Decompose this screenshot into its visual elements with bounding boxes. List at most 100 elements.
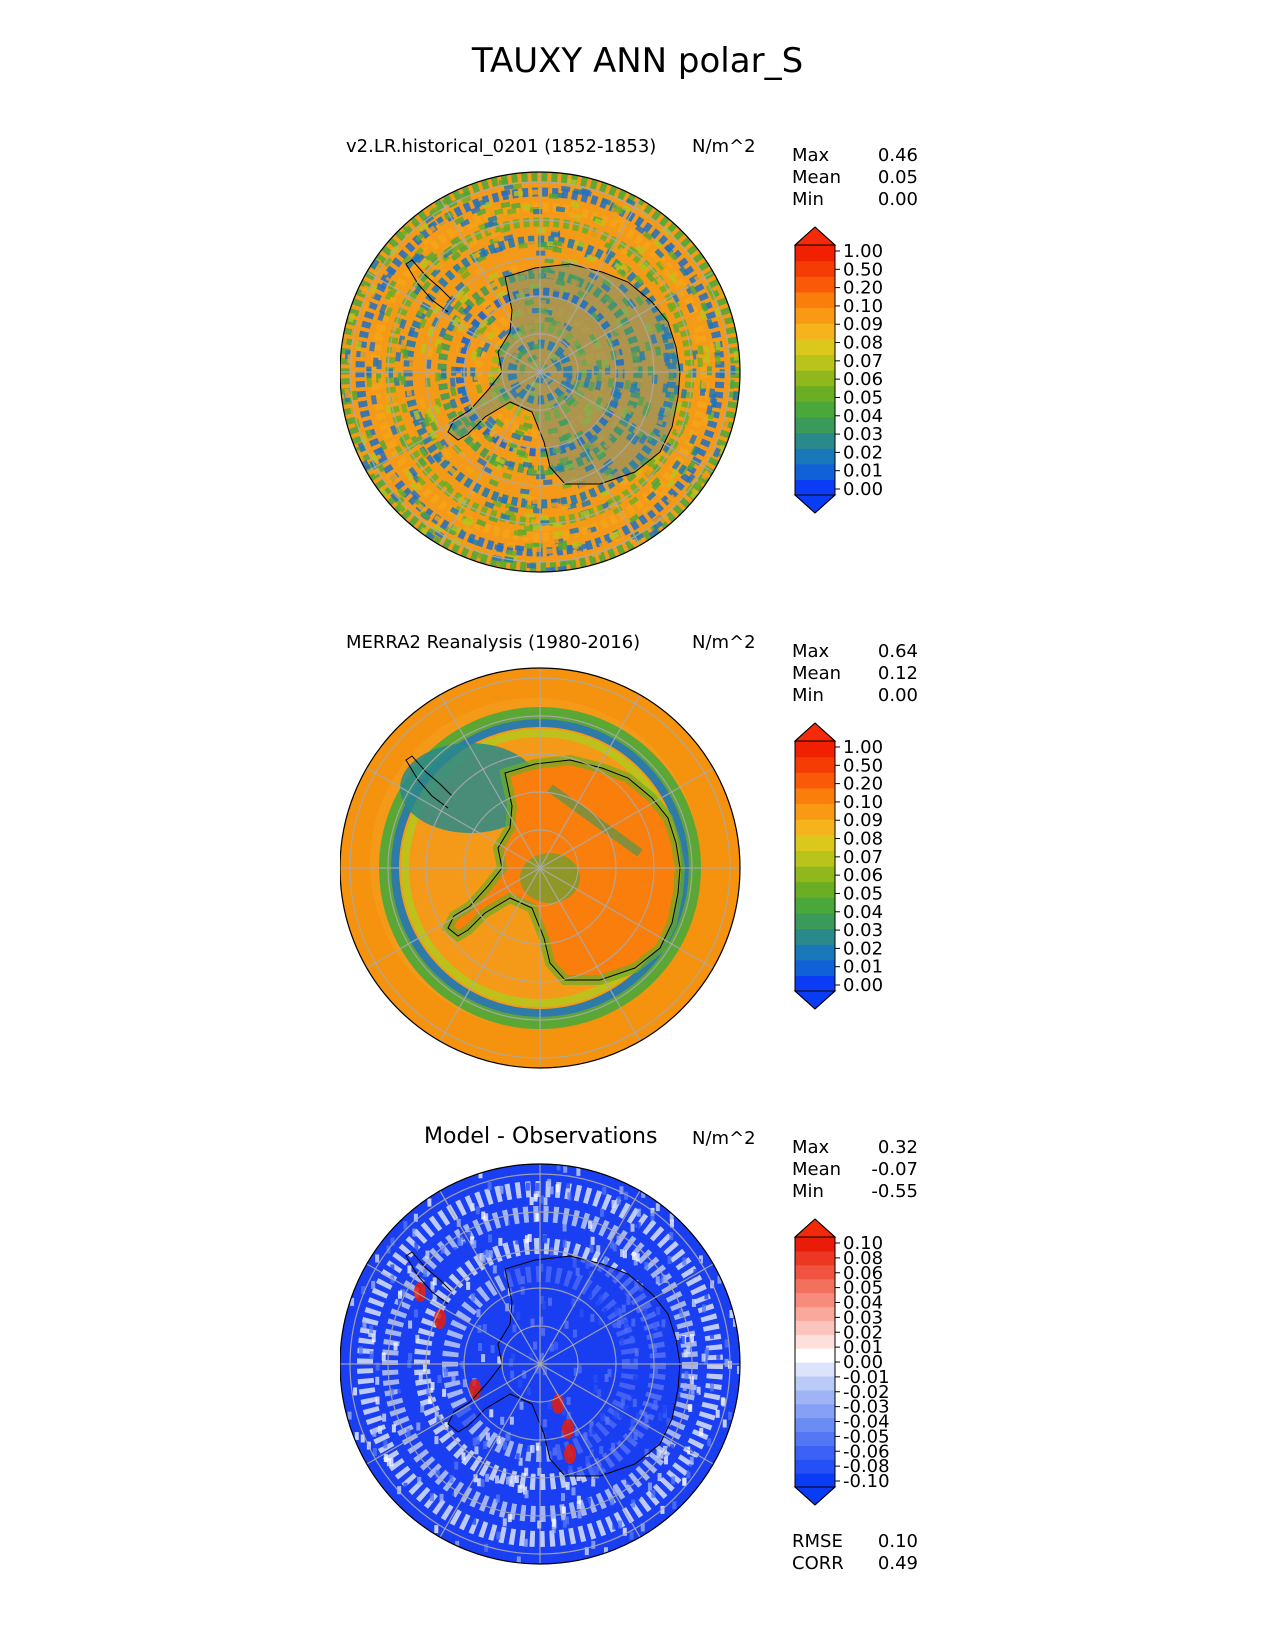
colorbar-segment bbox=[795, 448, 835, 465]
colorbar-tick-label: -0.06 bbox=[843, 1441, 890, 1462]
colorbar-segment bbox=[795, 1348, 835, 1363]
colorbar-segment bbox=[795, 1320, 835, 1335]
colorbar-tick-label: 0.07 bbox=[843, 351, 883, 372]
colorbar-tick-label: 0.01 bbox=[843, 461, 883, 482]
colorbar-segment bbox=[795, 1278, 835, 1294]
antarctica-coastline bbox=[447, 759, 681, 981]
panel-2-mean-value: 0.12 bbox=[877, 663, 918, 684]
colorbar-tick-label: 0.03 bbox=[843, 920, 883, 941]
colorbar-segment bbox=[795, 1237, 835, 1252]
colorbar-segment bbox=[795, 463, 835, 480]
panel-3-mean-value: -0.07 bbox=[871, 1159, 918, 1180]
colorbar-tick-label: 0.20 bbox=[843, 278, 883, 299]
panel-3-corr-label: CORR bbox=[792, 1553, 844, 1574]
colorbar-segment bbox=[795, 385, 835, 402]
colorbar-tick-label: 0.06 bbox=[843, 1263, 883, 1284]
colorbar-segment bbox=[795, 354, 835, 371]
colorbar-tick-label: 0.09 bbox=[843, 314, 883, 335]
panel-3-min-label: Min bbox=[792, 1181, 824, 1202]
colorbar-tick-label: 0.04 bbox=[843, 406, 883, 427]
colorbar-tick-label: 0.03 bbox=[843, 424, 883, 445]
colorbar-tick-label: 0.09 bbox=[843, 810, 883, 831]
colorbar-tick-label: 0.01 bbox=[843, 957, 883, 978]
colorbar-extend-low bbox=[793, 494, 837, 514]
colorbar-tick-label: -0.02 bbox=[843, 1382, 890, 1403]
panel-1-colorbar: 1.000.500.200.100.090.080.070.060.050.04… bbox=[793, 226, 883, 514]
colorbar-tick-label: 0.01 bbox=[843, 1337, 883, 1358]
colorbar-tick-label: -0.04 bbox=[843, 1412, 890, 1433]
colorbar-segment bbox=[795, 881, 835, 898]
colorbar-segment bbox=[795, 338, 835, 355]
colorbar-tick-label: 0.50 bbox=[843, 755, 883, 776]
colorbar-segment bbox=[795, 291, 835, 309]
colorbar-tick-label: 0.00 bbox=[843, 975, 883, 996]
colorbar-tick-label: 0.08 bbox=[843, 1248, 883, 1269]
meridian-gridline bbox=[439, 198, 641, 546]
colorbar-tick-label: 1.00 bbox=[843, 241, 883, 262]
colorbar-segment bbox=[795, 928, 835, 945]
colorbar-extend-low bbox=[793, 1486, 837, 1506]
colorbar-segment bbox=[795, 850, 835, 867]
colorbar-tick-label: 0.08 bbox=[843, 829, 883, 850]
meridian-gridline bbox=[439, 694, 641, 1042]
panel-2-colorbar: 1.000.500.200.100.090.080.070.060.050.04… bbox=[793, 722, 883, 1010]
peninsula-coastline bbox=[405, 755, 453, 809]
colorbar-tick-label: 0.08 bbox=[843, 333, 883, 354]
colorbar-segment bbox=[795, 1473, 835, 1488]
panel-3-max-label: Max bbox=[792, 1137, 830, 1158]
colorbar-segment bbox=[795, 803, 835, 820]
colorbar-segment bbox=[795, 787, 835, 805]
colorbar-segment bbox=[795, 1403, 835, 1419]
panel-1-mean-label: Mean bbox=[792, 167, 842, 188]
panel-3-title: Model - Observations bbox=[424, 1124, 658, 1149]
meridian-gridline bbox=[439, 1190, 641, 1538]
colorbar-tick-label: 0.05 bbox=[843, 387, 883, 408]
panel-2-min-label: Min bbox=[792, 685, 824, 706]
colorbar-segment bbox=[795, 1417, 835, 1433]
peninsula-coastline bbox=[405, 1251, 453, 1305]
colorbar-tick-label: 0.07 bbox=[843, 847, 883, 868]
colorbar-segment bbox=[795, 1362, 835, 1377]
panel-1-units: N/m^2 bbox=[692, 136, 756, 157]
colorbar-segment bbox=[795, 416, 835, 434]
colorbar-segment bbox=[795, 866, 835, 883]
panel-3-colorbar: 0.100.080.060.050.040.030.020.010.00-0.0… bbox=[793, 1218, 890, 1506]
colorbar-tick-label: 0.02 bbox=[843, 938, 883, 959]
panel-2-units: N/m^2 bbox=[692, 632, 756, 653]
peninsula-coastline bbox=[405, 259, 453, 313]
panel-2-max-label: Max bbox=[792, 641, 830, 662]
panel-1-polar-map bbox=[340, 171, 741, 573]
panel-1-max-label: Max bbox=[792, 145, 830, 166]
colorbar-extend-high bbox=[793, 1218, 837, 1238]
colorbar-tick-label: 0.05 bbox=[843, 883, 883, 904]
colorbar-extend-low bbox=[793, 990, 837, 1010]
colorbar-segment bbox=[795, 1292, 835, 1308]
colorbar-segment bbox=[795, 245, 835, 262]
panel-3-units: N/m^2 bbox=[692, 1128, 756, 1149]
map-boundary bbox=[340, 667, 741, 1069]
panel-2-min-value: 0.00 bbox=[877, 685, 918, 706]
colorbar-segment bbox=[795, 1431, 835, 1446]
colorbar-tick-label: 0.00 bbox=[843, 1352, 883, 1373]
colorbar-tick-label: 0.02 bbox=[843, 442, 883, 463]
colorbar-tick-label: 0.02 bbox=[843, 1322, 883, 1343]
colorbar-tick-label: -0.03 bbox=[843, 1397, 890, 1418]
colorbar-tick-label: 0.05 bbox=[843, 1278, 883, 1299]
colorbar-tick-label: 0.00 bbox=[843, 479, 883, 500]
colorbar-tick-label: 0.20 bbox=[843, 774, 883, 795]
colorbar-segment bbox=[795, 370, 835, 387]
panel-3-max-value: 0.32 bbox=[877, 1137, 918, 1158]
colorbar-segment bbox=[795, 479, 835, 496]
colorbar-segment bbox=[795, 276, 835, 293]
colorbar-extend-high bbox=[793, 722, 837, 742]
panel-3-min-value: -0.55 bbox=[871, 1181, 918, 1202]
colorbar-segment bbox=[795, 834, 835, 851]
colorbar-tick-label: 1.00 bbox=[843, 737, 883, 758]
colorbar-segment bbox=[795, 944, 835, 961]
panel-3-polar-map bbox=[340, 1163, 741, 1565]
colorbar-segment bbox=[795, 1445, 835, 1460]
panel-2-max-value: 0.64 bbox=[877, 641, 918, 662]
colorbar-tick-label: 0.10 bbox=[843, 296, 883, 317]
colorbar-segment bbox=[795, 323, 835, 340]
panel-2-mean-label: Mean bbox=[792, 663, 842, 684]
